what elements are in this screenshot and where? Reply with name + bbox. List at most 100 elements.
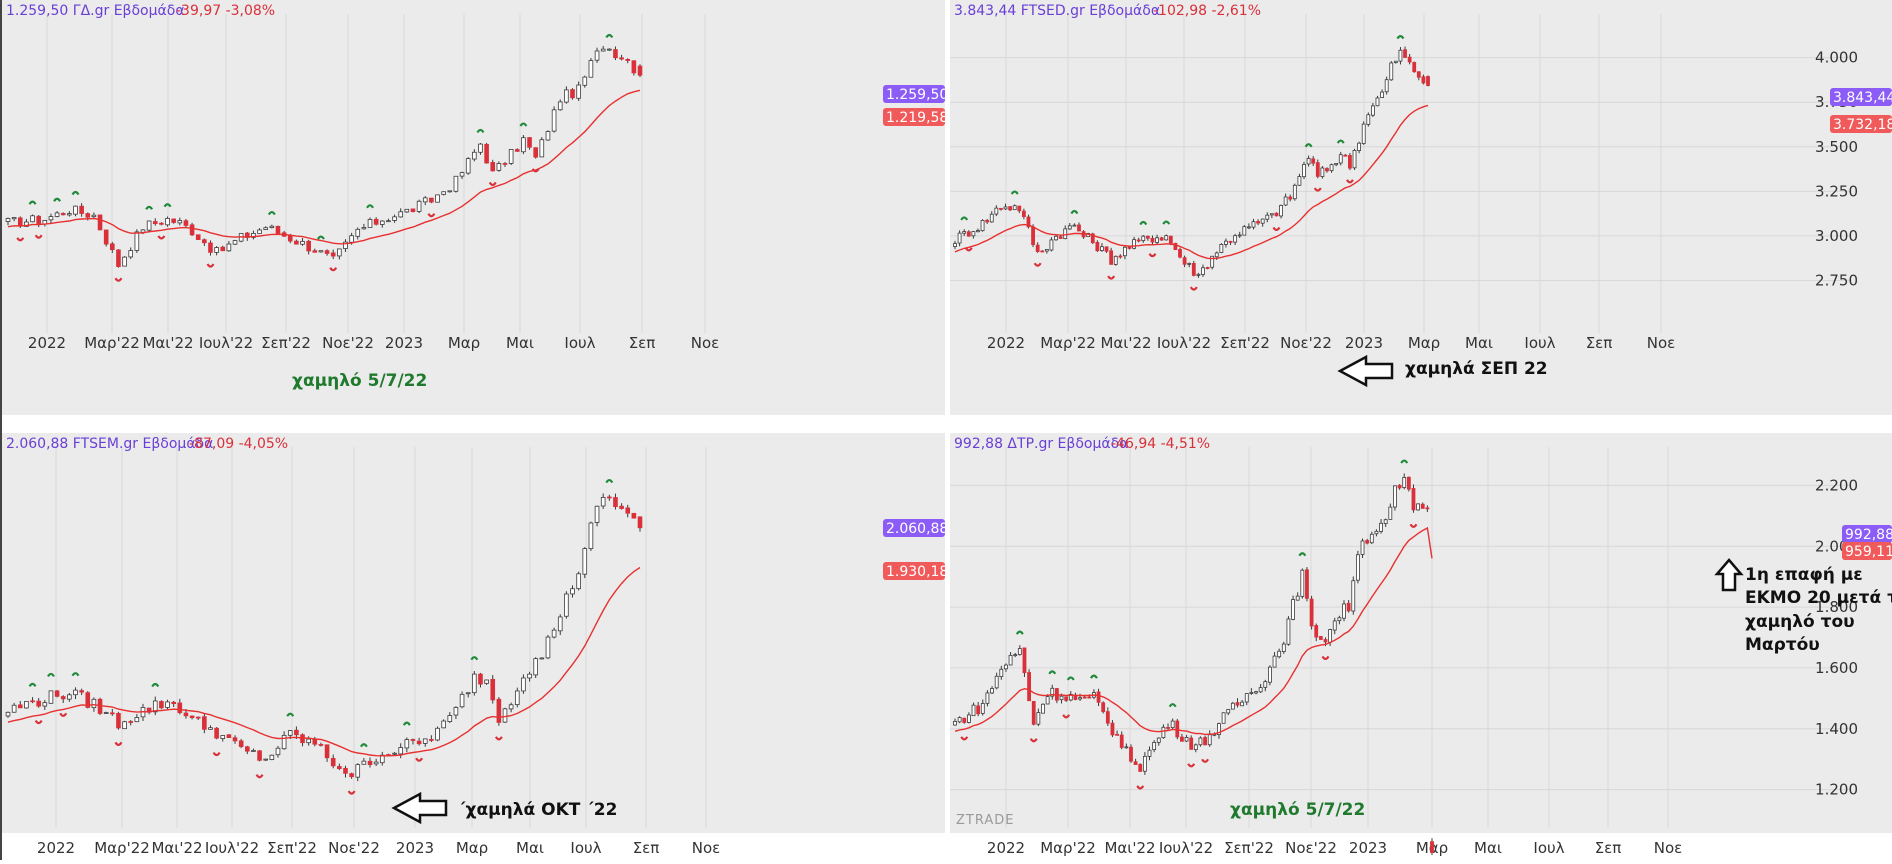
fractal-down-marker	[347, 790, 356, 795]
fractal-down-marker	[59, 712, 68, 717]
candle-up	[1332, 620, 1337, 631]
x-tick-label: Μαι'22	[142, 334, 193, 352]
annotation-low-oct: ΄χαμηλά ΟΚΤ ΄22	[458, 800, 617, 820]
grid-lines	[46, 14, 706, 333]
candle-up	[146, 220, 152, 231]
candle-up	[999, 668, 1004, 678]
candle-down	[85, 213, 91, 218]
candle-up	[1265, 214, 1270, 220]
fractal-down-marker	[114, 277, 123, 282]
candle-up	[441, 191, 446, 195]
candle-down	[1150, 237, 1155, 243]
x-tick-label: Σεπ'22	[1220, 334, 1270, 352]
candle-up	[1286, 618, 1291, 645]
x-tick-label: Ιουλ'22	[205, 839, 259, 857]
fractal-down-marker	[531, 168, 540, 173]
x-tick-label: Σεπ	[629, 334, 656, 352]
fractal-up-marker	[47, 672, 55, 678]
candle-up	[1370, 105, 1375, 116]
candle-up	[1297, 176, 1302, 186]
candle-down	[1411, 488, 1416, 511]
candle-down	[1119, 734, 1124, 748]
candle-up	[508, 148, 514, 164]
candle-up	[980, 703, 985, 714]
candle-up	[1123, 246, 1127, 257]
candle-up	[1295, 595, 1300, 601]
candle-up	[994, 207, 999, 215]
candle-up	[281, 734, 287, 750]
x-tick-label: Ιουλ	[570, 839, 601, 857]
candle-up	[208, 727, 213, 730]
candle-down	[1133, 761, 1138, 765]
candle-down	[478, 673, 483, 685]
candle-down	[30, 700, 35, 703]
candle-up	[484, 679, 489, 684]
candle-up	[91, 698, 97, 709]
fractal-up-marker	[316, 235, 325, 240]
candle-up	[1329, 164, 1334, 172]
candle-down	[637, 516, 643, 529]
panel-ftsem[interactable]: 2022 Μαρ'22 Μαι'22 Ιουλ'22 Σεπ'22 Νοε'22 2023 Μ…	[0, 433, 948, 857]
candle-down	[1182, 257, 1187, 265]
candle-up	[990, 688, 994, 694]
x-tick-label: Μαρ	[1408, 334, 1440, 352]
candle-down	[36, 700, 41, 707]
price-tag: 992,88	[1842, 525, 1892, 543]
candle-down	[1189, 737, 1194, 750]
candle-down	[367, 760, 373, 765]
candle-down	[373, 218, 379, 225]
candle-down	[1058, 236, 1063, 239]
candle-up	[1237, 234, 1242, 237]
fractal-up-marker	[163, 203, 172, 208]
ema-20-line	[7, 566, 641, 757]
svg-text:3.732,18: 3.732,18	[1833, 117, 1892, 133]
y-tick-label: 3.250	[1815, 182, 1858, 200]
annotation-low-july: χαμηλό 5/7/22	[292, 371, 427, 391]
candle-up	[67, 694, 72, 700]
fractal-up-marker	[71, 672, 80, 677]
candle-down	[1173, 242, 1178, 250]
candle-up	[1012, 205, 1017, 211]
candle-down	[1168, 235, 1173, 244]
x-axis: 2022 Μαρ'22 Μαι'22 Ιουλ'22 Σεπ'22 Νοε'22 2023 Μ…	[987, 334, 1675, 352]
fractal-down-marker	[427, 213, 436, 218]
candle-up	[1306, 157, 1311, 165]
y-tick-label: 2.750	[1815, 271, 1858, 289]
fractal-down-marker	[1062, 714, 1071, 719]
candle-up	[1292, 184, 1297, 200]
candle-up	[539, 139, 545, 158]
fractal-down-marker	[1187, 763, 1196, 768]
candle-up	[953, 243, 957, 247]
candle-down	[330, 758, 336, 767]
x-tick-label: 2023	[1345, 334, 1383, 352]
candle-down	[1311, 158, 1316, 164]
fractal-up-marker	[1089, 674, 1098, 679]
candle-up	[422, 738, 428, 744]
x-tick-label: Σεπ'22	[1224, 839, 1274, 857]
candle-up	[1207, 734, 1212, 746]
x-tick-label: 2023	[385, 334, 423, 352]
x-tick-label: 2022	[28, 334, 66, 352]
candle-down	[195, 716, 201, 719]
candle-down	[1101, 702, 1106, 713]
candle-up	[1219, 244, 1224, 253]
fractal-down-marker	[206, 263, 215, 268]
candle-down	[625, 507, 631, 514]
candle-up	[1045, 696, 1050, 705]
candle-up	[447, 190, 453, 193]
fractal-down-marker	[1148, 253, 1157, 258]
candle-up	[337, 248, 342, 257]
candle-up	[1063, 228, 1068, 240]
candle-up	[1361, 123, 1366, 144]
candle-up	[557, 101, 563, 111]
candle-down	[613, 49, 618, 59]
panel-gd[interactable]: 2022 Μαρ'22 Μαι'22 Ιουλ'22 Σεπ'22 Νοε'22 2023 Μ…	[0, 0, 948, 415]
candle-up	[508, 704, 514, 710]
candle-down	[103, 229, 109, 245]
fractal-up-marker	[470, 656, 479, 661]
candle-up	[232, 240, 238, 245]
candle-down	[238, 740, 244, 747]
ema-20-line	[954, 526, 1433, 736]
